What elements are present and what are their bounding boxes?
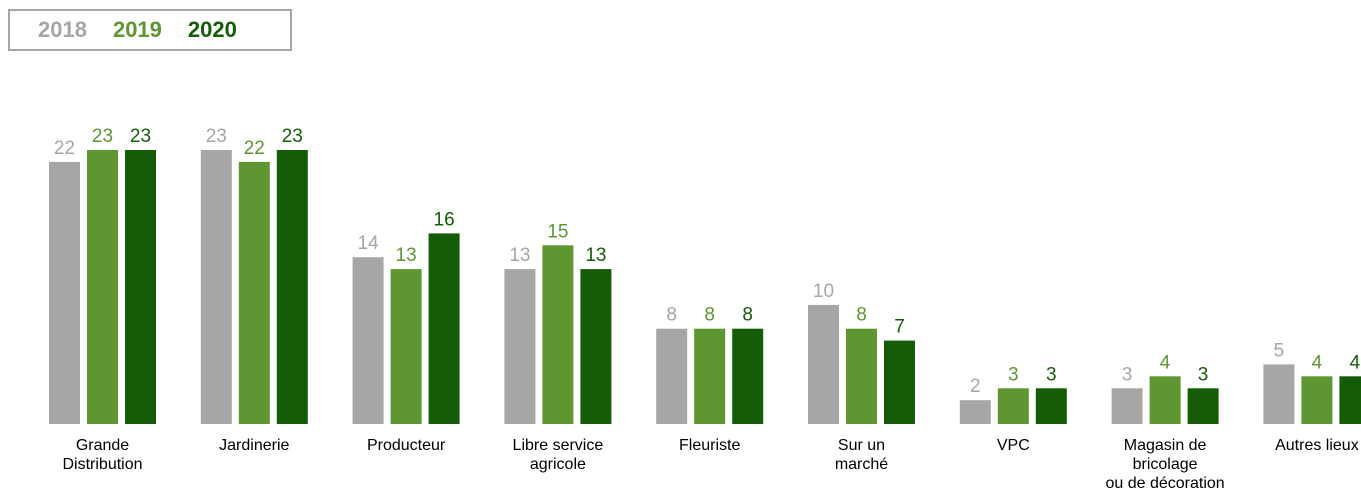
data-label-2018-4: 8 bbox=[666, 305, 677, 326]
data-label-2019-4: 8 bbox=[704, 305, 715, 326]
bar-2018-2 bbox=[352, 257, 384, 424]
bar-2020-7 bbox=[1187, 388, 1219, 424]
category-label-4: Fleuriste bbox=[679, 437, 740, 454]
bar-2019-0 bbox=[87, 150, 118, 424]
data-label-2019-5: 8 bbox=[856, 305, 867, 326]
bar-2020-0 bbox=[125, 150, 156, 424]
bar-2020-3 bbox=[580, 269, 612, 424]
bar-2019-1 bbox=[238, 161, 270, 424]
data-label-2020-5: 7 bbox=[894, 317, 905, 338]
data-label-2019-3: 15 bbox=[547, 221, 568, 242]
bar-2019-2 bbox=[390, 269, 422, 424]
data-label-2018-3: 13 bbox=[509, 245, 530, 266]
legend-item-2019: 2019 bbox=[112, 17, 162, 42]
legend-item-2020: 2020 bbox=[187, 17, 237, 42]
bar-2020-4 bbox=[732, 328, 764, 424]
bar-2019-5 bbox=[846, 328, 877, 424]
bar-2018-8 bbox=[1263, 364, 1295, 424]
data-label-2018-2: 14 bbox=[358, 233, 380, 254]
data-label-2019-8: 4 bbox=[1312, 352, 1323, 373]
data-label-2018-5: 10 bbox=[813, 281, 834, 302]
data-label-2020-3: 13 bbox=[585, 245, 606, 266]
data-label-2018-0: 22 bbox=[54, 138, 75, 159]
chart-legend: 2018 2019 2020 bbox=[8, 9, 292, 51]
category-label-7: Magasin de bricolage ou de décoration bbox=[1105, 437, 1224, 492]
data-label-2019-6: 3 bbox=[1008, 364, 1019, 385]
category-label-1: Jardinerie bbox=[219, 437, 289, 454]
data-label-2020-2: 16 bbox=[434, 209, 455, 230]
bar-2020-1 bbox=[276, 150, 308, 424]
data-label-2019-2: 13 bbox=[396, 245, 417, 266]
data-label-2020-8: 4 bbox=[1350, 352, 1361, 373]
bar-2019-8 bbox=[1301, 376, 1333, 424]
data-label-2020-6: 3 bbox=[1046, 364, 1057, 385]
bar-2020-5 bbox=[884, 340, 915, 424]
category-label-6: VPC bbox=[997, 437, 1030, 454]
data-label-2019-1: 22 bbox=[244, 138, 265, 159]
data-label-2018-7: 3 bbox=[1122, 364, 1133, 385]
bar-2018-6 bbox=[959, 400, 991, 424]
bar-2018-1 bbox=[200, 150, 232, 424]
category-label-0: Grande Distribution bbox=[62, 437, 142, 473]
bar-2019-3 bbox=[542, 245, 574, 424]
data-label-2018-6: 2 bbox=[970, 376, 981, 397]
category-label-3: Libre service agricole bbox=[513, 437, 604, 473]
data-label-2018-1: 23 bbox=[206, 126, 227, 147]
bar-2018-3 bbox=[504, 269, 536, 424]
bar-2019-7 bbox=[1149, 376, 1181, 424]
data-label-2019-0: 23 bbox=[92, 126, 113, 147]
bar-2018-7 bbox=[1111, 388, 1143, 424]
category-label-5: Sur un marché bbox=[835, 437, 888, 473]
bar-2020-6 bbox=[1035, 388, 1067, 424]
data-label-2020-0: 23 bbox=[130, 126, 151, 147]
bar-2018-5 bbox=[808, 304, 839, 424]
bar-2018-4 bbox=[656, 328, 688, 424]
data-label-2019-7: 4 bbox=[1160, 352, 1171, 373]
data-label-2020-7: 3 bbox=[1198, 364, 1209, 385]
bar-2018-0 bbox=[49, 161, 80, 424]
data-label-2020-1: 23 bbox=[282, 126, 303, 147]
category-label-8: Autres lieux bbox=[1275, 437, 1359, 454]
category-label-2: Producteur bbox=[367, 437, 446, 454]
data-label-2020-4: 8 bbox=[742, 305, 753, 326]
bar-2019-6 bbox=[997, 388, 1029, 424]
bar-2020-8 bbox=[1339, 376, 1361, 424]
legend-item-2018: 2018 bbox=[38, 17, 87, 42]
data-label-2018-8: 5 bbox=[1274, 340, 1285, 361]
bar-2020-2 bbox=[428, 233, 460, 424]
bar-2019-4 bbox=[694, 328, 726, 424]
